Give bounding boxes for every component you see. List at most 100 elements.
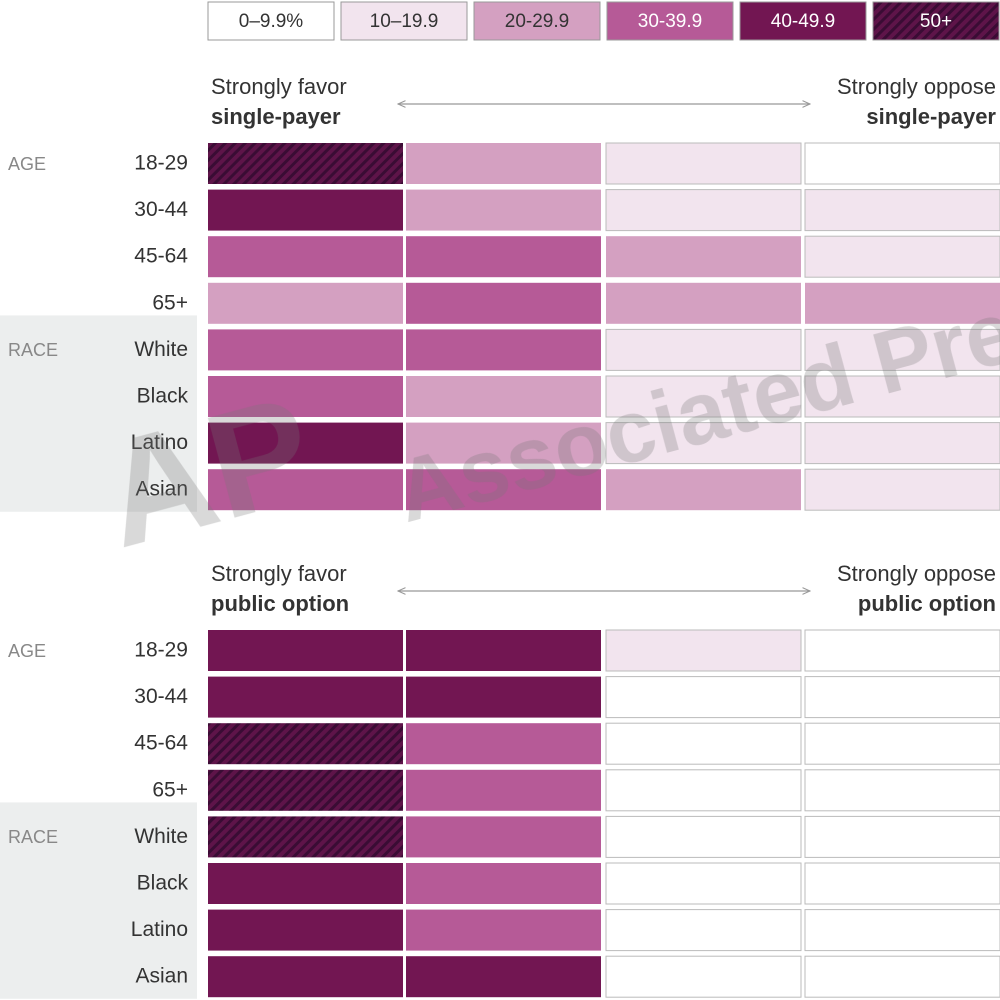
cell (804, 769, 1000, 812)
cell (804, 722, 1000, 765)
cell (605, 676, 802, 719)
cell (605, 862, 802, 905)
group-band (0, 315, 197, 512)
right-label: Strongly oppose (837, 561, 996, 586)
row-label: 18-29 (134, 639, 188, 662)
left-label: Strongly favor (211, 74, 347, 99)
row-label: Asian (135, 478, 188, 501)
cell (406, 422, 601, 464)
cell (406, 676, 601, 718)
backgrounds (0, 315, 197, 999)
cell (804, 189, 1000, 232)
group-label: RACE (8, 340, 58, 360)
row-label: White (134, 338, 188, 361)
cell (605, 815, 802, 858)
cell (606, 469, 801, 511)
legend-label: 20-29.9 (505, 11, 569, 32)
cell (804, 422, 1000, 465)
cell (208, 956, 403, 998)
legend-label: 50+ (920, 11, 952, 32)
cell (605, 769, 802, 812)
legend-swatch (340, 1, 468, 41)
cell (606, 236, 801, 278)
row-label: Asian (135, 965, 188, 988)
row-label: 30-44 (134, 198, 188, 221)
cell (208, 376, 403, 417)
group-label: AGE (8, 641, 46, 661)
cell (406, 863, 601, 904)
cell (804, 862, 1000, 905)
cell (208, 676, 403, 718)
legend-swatch (739, 1, 867, 41)
cell (208, 816, 403, 858)
cell (406, 189, 601, 231)
cell (605, 189, 802, 232)
row-label: 18-29 (134, 152, 188, 175)
cell (406, 329, 601, 371)
cell (208, 282, 403, 324)
cell (406, 236, 601, 278)
cell (605, 955, 802, 998)
cell (406, 769, 601, 811)
cell (208, 630, 403, 671)
cell (605, 909, 802, 952)
cell (406, 376, 601, 417)
cell (804, 468, 1000, 511)
cell (406, 723, 601, 765)
row-label: Black (137, 385, 189, 408)
row-label: 65+ (152, 291, 188, 314)
cell (208, 189, 403, 231)
row-label: 30-44 (134, 685, 188, 708)
cell (208, 769, 403, 811)
cell (805, 282, 1000, 324)
cell (406, 816, 601, 858)
cell (605, 328, 802, 371)
cell (605, 422, 802, 465)
row-label: Latino (131, 918, 188, 941)
cell (605, 142, 802, 185)
legend-swatch (207, 1, 335, 41)
right-label-bold: public option (858, 591, 996, 616)
cell (406, 956, 601, 998)
cell (804, 676, 1000, 719)
cell (605, 722, 802, 765)
content: 0–9.9% 10–19.9 20-29.9 30-39.9 40-49.9 50+ Str… (8, 1, 1000, 998)
left-label-bold: public option (211, 591, 349, 616)
cell (208, 422, 403, 464)
cell (208, 723, 403, 765)
cell (804, 375, 1000, 418)
cell (804, 142, 1000, 185)
cell (208, 863, 403, 904)
row-label: 45-64 (134, 732, 188, 755)
row-label: 65+ (152, 778, 188, 801)
left-label-bold: single-payer (211, 104, 341, 129)
cell (804, 328, 1000, 371)
group-band (0, 802, 197, 999)
legend-label: 30-39.9 (638, 11, 702, 32)
cell (208, 909, 403, 951)
cell (406, 630, 601, 671)
cell (804, 235, 1000, 278)
cell (606, 282, 801, 324)
cell (804, 955, 1000, 998)
cell (605, 375, 802, 418)
right-label-bold: single-payer (866, 104, 996, 129)
cell (804, 815, 1000, 858)
legend-label: 40-49.9 (771, 11, 835, 32)
cell (605, 629, 802, 672)
cell (208, 143, 403, 184)
cell (804, 909, 1000, 952)
row-label: Black (137, 872, 189, 895)
legend-swatch (606, 1, 734, 41)
cell (804, 629, 1000, 672)
cell (406, 143, 601, 184)
legend-label: 0–9.9% (239, 11, 304, 32)
cell (406, 909, 601, 951)
cell (208, 236, 403, 278)
legend-swatch (872, 1, 1000, 41)
group-label: AGE (8, 154, 46, 174)
right-label: Strongly oppose (837, 74, 996, 99)
legend-swatch (473, 1, 601, 41)
legend-label: 10–19.9 (370, 11, 439, 32)
